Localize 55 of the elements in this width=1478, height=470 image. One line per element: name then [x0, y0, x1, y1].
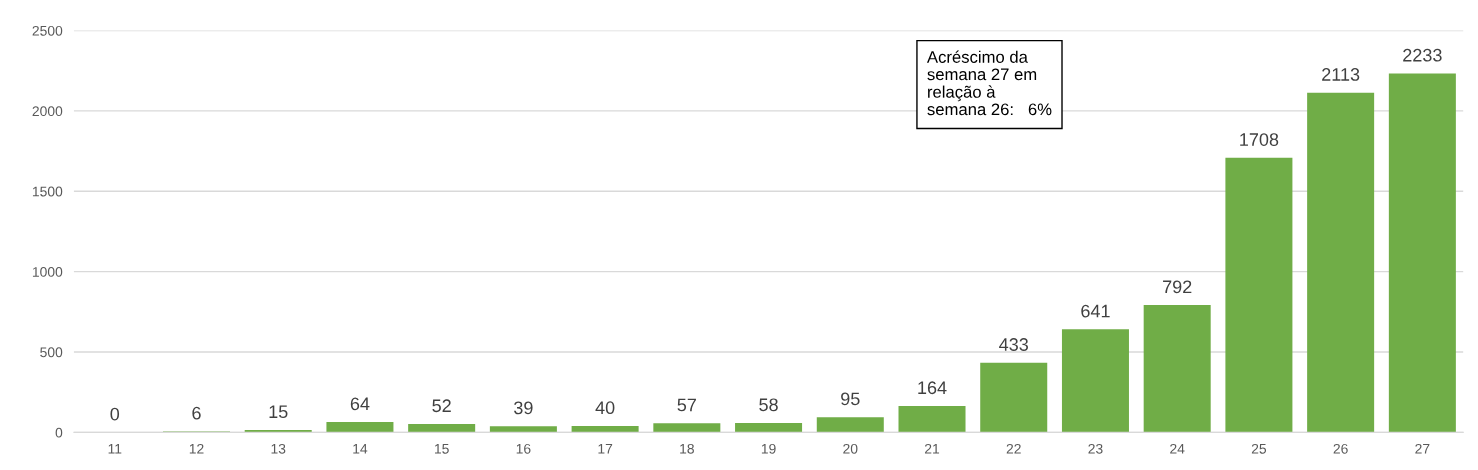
data-label: 164: [918, 381, 947, 395]
x-tick-label: 26: [1333, 443, 1348, 454]
x-tick-label: 13: [271, 443, 286, 454]
bar: [489, 426, 557, 433]
data-label: 0: [110, 407, 120, 421]
bar: [408, 424, 476, 433]
annotation: Acréscimo da semana 27 em relação à semana 26: 6%: [926, 50, 1052, 116]
data-label: 2113: [1322, 68, 1360, 81]
data-label: 39: [514, 401, 533, 415]
bar: [1388, 73, 1456, 433]
x-tick-label: 24: [1170, 443, 1185, 454]
x-tick-label: 23: [1088, 443, 1103, 454]
x-tick-label: 14: [353, 444, 368, 454]
y-tick-label: 2000: [32, 106, 63, 117]
x-tick-label: 21: [924, 443, 940, 454]
x-tick-label: 27: [1415, 443, 1430, 454]
data-label: 15: [269, 405, 288, 419]
bar: [571, 425, 639, 433]
y-tick-label: 500: [40, 347, 63, 358]
data-label: 52: [432, 399, 451, 413]
data-label: 433: [999, 338, 1028, 351]
x-tick-label: 19: [761, 443, 776, 454]
data-label: 95: [841, 392, 860, 406]
bar: [816, 417, 884, 433]
y-tick-label: 0: [55, 427, 63, 438]
data-label: 6: [192, 406, 201, 420]
bar: [980, 362, 1048, 433]
x-tick-label: 17: [598, 444, 613, 454]
bar: [1307, 92, 1375, 433]
x-tick-label: 18: [680, 443, 694, 454]
x-tick-label: 22: [1006, 443, 1021, 454]
data-label: 1708: [1240, 133, 1279, 146]
y-tick-label: 2500: [32, 25, 63, 36]
bar: [1143, 305, 1211, 433]
x-tick-label: 16: [516, 443, 531, 454]
data-label: 64: [350, 397, 370, 411]
bar: [1225, 157, 1293, 433]
x-tick-label: 25: [1251, 443, 1267, 454]
data-label: 58: [759, 398, 778, 412]
bar: [898, 406, 966, 433]
data-label: 2233: [1403, 48, 1442, 62]
x-tick-label: 11: [108, 444, 122, 454]
y-tick-label: 1500: [32, 186, 63, 197]
data-label: 40: [595, 401, 615, 415]
x-tick-label: 20: [843, 443, 858, 454]
bar: [735, 423, 803, 433]
bar: [653, 423, 721, 433]
x-tick-label: 12: [189, 443, 204, 454]
x-tick-label: 15: [435, 444, 449, 454]
data-label: 57: [677, 398, 696, 412]
data-label: 641: [1081, 304, 1110, 318]
bar: [326, 422, 394, 433]
data-label: 792: [1163, 280, 1192, 294]
bar: [1061, 329, 1129, 433]
y-tick-label: 1000: [32, 266, 63, 277]
